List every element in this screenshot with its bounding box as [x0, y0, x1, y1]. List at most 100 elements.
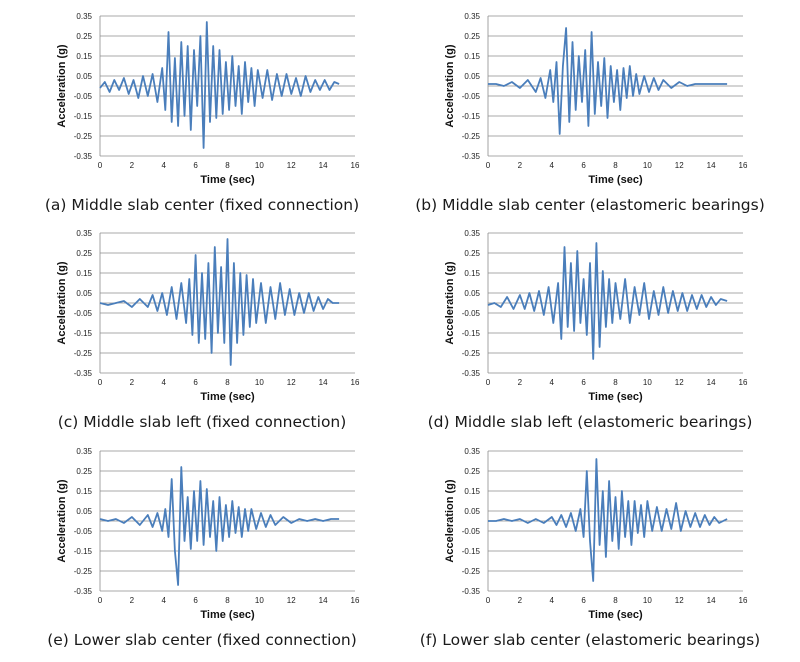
- x-tick-label: 14: [319, 161, 328, 170]
- y-tick-label: 0.05: [464, 289, 480, 298]
- x-tick-label: 10: [255, 378, 264, 387]
- y-tick-label: -0.35: [462, 369, 481, 378]
- x-tick-label: 2: [130, 596, 135, 605]
- y-tick-label: -0.25: [74, 567, 93, 576]
- x-tick-label: 8: [613, 596, 618, 605]
- x-tick-label: 16: [351, 596, 360, 605]
- chart-caption: (e) Lower slab center (fixed connection): [47, 631, 357, 649]
- x-tick-label: 6: [193, 378, 198, 387]
- x-tick-label: 12: [675, 378, 684, 387]
- y-tick-label: 0.15: [464, 269, 480, 278]
- x-tick-label: 12: [287, 378, 296, 387]
- y-tick-label: -0.05: [462, 92, 481, 101]
- x-tick-label: 10: [255, 596, 264, 605]
- x-tick-label: 8: [225, 378, 230, 387]
- y-tick-label: -0.25: [462, 567, 481, 576]
- y-tick-label: -0.05: [74, 309, 93, 318]
- y-axis-label: Acceleration (g): [56, 44, 68, 127]
- chart-svg: 0.35 0.25 0.15 0.05 -0.05 -0.15 -0.25 -0.35 0 2 4 6…: [56, 447, 360, 621]
- x-tick-label: 2: [130, 161, 135, 170]
- y-tick-label: -0.15: [462, 112, 481, 121]
- series-line: [99, 238, 340, 366]
- chart-panel: 0.35 0.25 0.15 0.05 -0.05 -0.15 -0.25 -0.35 0 2 4 6…: [12, 225, 392, 440]
- x-tick-label: 14: [707, 161, 716, 170]
- y-axis-label: Acceleration (g): [444, 261, 456, 344]
- y-tick-label: 0.25: [464, 467, 480, 476]
- series-line: [488, 458, 728, 582]
- x-tick-label: 0: [486, 596, 491, 605]
- chart-panel: 0.35 0.25 0.15 0.05 -0.05 -0.15 -0.25 -0.35 0 2 4 6…: [400, 225, 780, 440]
- x-tick-label: 2: [518, 378, 523, 387]
- y-tick-label: -0.15: [74, 112, 93, 121]
- y-tick-label: 0.35: [464, 447, 480, 456]
- chart-svg: 0.35 0.25 0.15 0.05 -0.05 -0.15 -0.25 -0.35 0 2 4 6…: [56, 229, 360, 403]
- y-tick-label: 0.25: [464, 249, 480, 258]
- x-tick-label: 12: [675, 596, 684, 605]
- y-tick-label: -0.15: [462, 547, 481, 556]
- y-tick-label: 0.25: [76, 467, 92, 476]
- x-tick-label: 8: [613, 161, 618, 170]
- x-tick-label: 0: [486, 378, 491, 387]
- y-tick-label: -0.35: [74, 369, 93, 378]
- chart-caption: (b) Middle slab center (elastomeric bear…: [415, 196, 765, 214]
- y-tick-label: -0.05: [74, 92, 93, 101]
- x-tick-label: 6: [581, 596, 586, 605]
- x-tick-label: 16: [739, 161, 748, 170]
- x-tick-label: 14: [319, 596, 328, 605]
- y-tick-label: 0.05: [76, 72, 92, 81]
- chart-svg: 0.35 0.25 0.15 0.05 -0.05 -0.15 -0.25 -0.35 0 2 4 6…: [56, 12, 360, 186]
- y-tick-label: 0.05: [76, 289, 92, 298]
- y-tick-label: -0.25: [462, 349, 481, 358]
- x-tick-label: 4: [550, 161, 555, 170]
- y-tick-label: -0.05: [462, 309, 481, 318]
- y-tick-label: 0.15: [464, 52, 480, 61]
- y-tick-label: 0.05: [464, 507, 480, 516]
- x-tick-label: 14: [707, 378, 716, 387]
- x-tick-label: 2: [518, 596, 523, 605]
- y-tick-label: -0.05: [74, 527, 93, 536]
- x-axis-label: Time (sec): [588, 609, 643, 621]
- x-tick-label: 0: [98, 378, 103, 387]
- y-tick-label: -0.25: [74, 349, 93, 358]
- chart-caption: (d) Middle slab left (elastomeric bearin…: [427, 413, 753, 431]
- chart-svg: 0.35 0.25 0.15 0.05 -0.05 -0.15 -0.25 -0.35 0 2 4 6…: [444, 447, 748, 621]
- y-tick-label: -0.35: [74, 152, 93, 161]
- y-tick-label: 0.25: [76, 32, 92, 41]
- chart-caption: (f) Lower slab center (elastomeric beari…: [419, 631, 761, 649]
- x-axis-label: Time (sec): [200, 609, 255, 621]
- x-tick-label: 10: [255, 161, 264, 170]
- chart-panel: 0.35 0.25 0.15 0.05 -0.05 -0.15 -0.25 -0.35 0 2 4 6…: [400, 8, 780, 223]
- y-tick-label: -0.15: [74, 329, 93, 338]
- x-tick-label: 6: [581, 161, 586, 170]
- x-tick-label: 14: [319, 378, 328, 387]
- x-tick-label: 4: [550, 378, 555, 387]
- chart-caption: (c) Middle slab left (fixed connection): [57, 413, 347, 431]
- x-tick-label: 6: [193, 596, 198, 605]
- y-tick-label: -0.35: [462, 152, 481, 161]
- x-axis-label: Time (sec): [588, 174, 643, 186]
- y-tick-label: -0.25: [462, 132, 481, 141]
- x-tick-label: 4: [162, 596, 167, 605]
- x-tick-label: 12: [675, 161, 684, 170]
- x-tick-label: 16: [351, 161, 360, 170]
- y-axis-label: Acceleration (g): [444, 479, 456, 562]
- x-tick-label: 4: [162, 161, 167, 170]
- x-tick-label: 10: [643, 161, 652, 170]
- y-tick-label: 0.25: [76, 249, 92, 258]
- series-line: [99, 466, 340, 586]
- x-tick-label: 2: [518, 161, 523, 170]
- y-tick-label: 0.35: [464, 12, 480, 21]
- y-tick-label: 0.15: [76, 487, 92, 496]
- chart-panel: 0.35 0.25 0.15 0.05 -0.05 -0.15 -0.25 -0.35 0 2 4 6…: [12, 443, 392, 658]
- chart-caption: (a) Middle slab center (fixed connection…: [44, 196, 360, 214]
- x-tick-label: 2: [130, 378, 135, 387]
- x-tick-label: 0: [486, 161, 491, 170]
- x-tick-label: 14: [707, 596, 716, 605]
- x-tick-label: 8: [225, 161, 230, 170]
- series-line: [487, 242, 728, 360]
- y-tick-label: 0.15: [76, 52, 92, 61]
- x-tick-label: 10: [643, 596, 652, 605]
- y-tick-label: 0.35: [76, 12, 92, 21]
- chart-panel: 0.35 0.25 0.15 0.05 -0.05 -0.15 -0.25 -0.35 0 2 4 6…: [12, 8, 392, 223]
